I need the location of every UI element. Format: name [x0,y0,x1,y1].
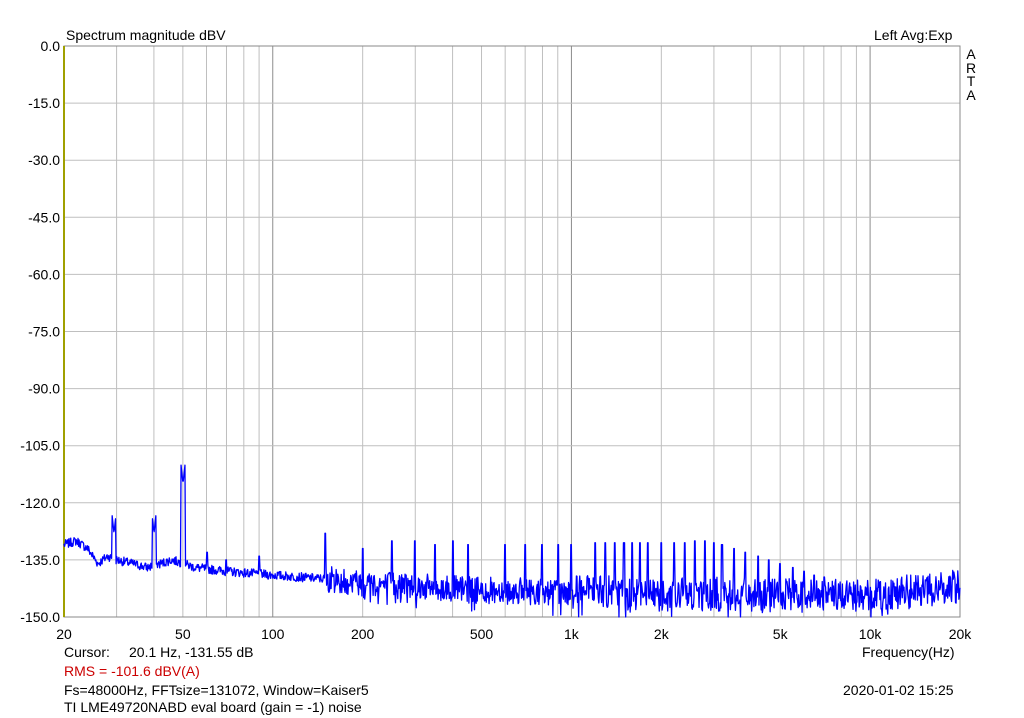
cursor-label: Cursor: [64,644,110,660]
x-tick-label: 20 [56,626,72,642]
y-tick-label: -150.0 [20,609,60,625]
y-tick-label: -90.0 [28,381,60,397]
y-tick-label: -60.0 [28,266,60,282]
x-tick-label: 20k [949,626,973,642]
measurement-description: TI LME49720NABD eval board (gain = -1) n… [64,699,362,715]
x-tick-label: 200 [351,626,375,642]
arta-letter: T [966,73,976,89]
x-tick-label: 10k [859,626,883,642]
y-gridlines [64,45,960,618]
x-tick-label: 5k [773,626,789,642]
fft-parameters: Fs=48000Hz, FFTsize=131072, Window=Kaise… [64,682,369,698]
x-axis-label: Frequency(Hz) [862,644,955,660]
y-tick-label: 0.0 [41,38,61,54]
y-tick-label: -45.0 [28,209,60,225]
y-tick-label: -120.0 [20,495,60,511]
timestamp: 2020-01-02 15:25 [843,682,954,698]
arta-letter: R [965,59,977,76]
cursor-value: 20.1 Hz, -131.55 dB [129,644,254,660]
x-tick-label: 2k [654,626,670,642]
x-tick-label: 500 [470,626,494,642]
y-tick-label: -30.0 [28,152,60,168]
y-tick-label: -135.0 [20,552,60,568]
y-tick-labels: 0.0 -15.0 -30.0 -45.0 -60.0 -75.0 -90.0 -105.0 -… [20,38,60,625]
channel-info: Left Avg:Exp [874,27,953,43]
x-tick-label: 50 [175,626,191,642]
spectrum-trace [63,464,961,618]
y-tick-label: -15.0 [28,95,60,111]
x-tick-labels: 20 50 100 200 500 1k 2k 5k 10k 20k [56,626,972,642]
arta-logo: A R T A [964,46,978,103]
y-tick-label: -75.0 [28,324,60,340]
arta-letter: A [966,86,976,103]
y-tick-label: -105.0 [20,438,60,454]
arta-letter: A [966,46,976,62]
rms-readout: RMS = -101.6 dBV(A) [64,663,200,679]
chart-title: Spectrum magnitude dBV [66,27,226,43]
x-tick-label: 100 [261,626,285,642]
x-tick-label: 1k [564,626,580,642]
